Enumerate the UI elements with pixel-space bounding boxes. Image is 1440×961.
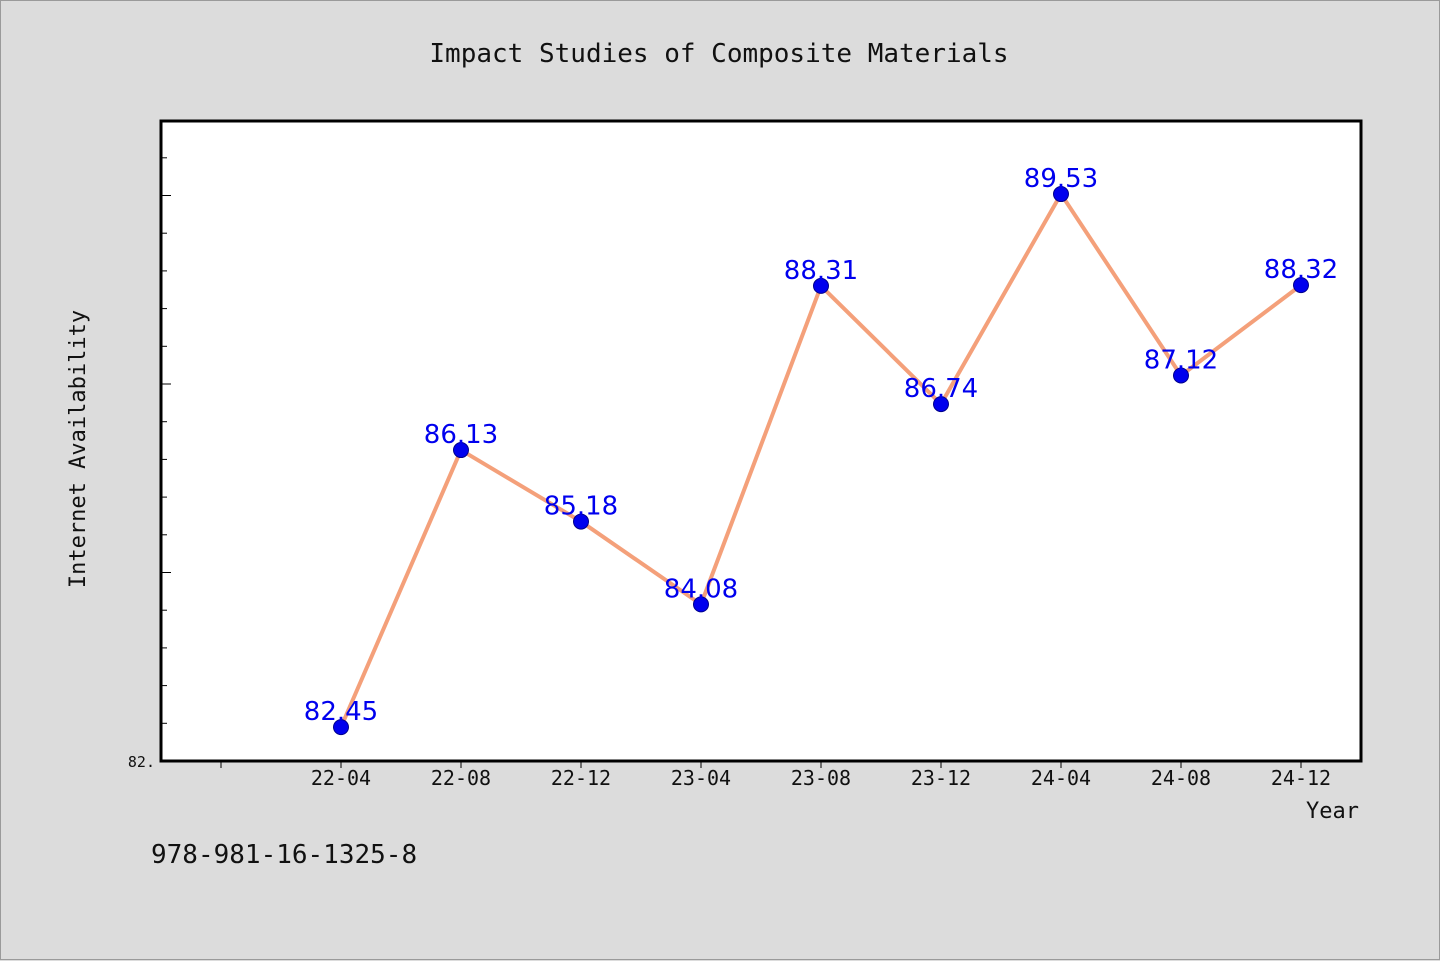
data-point: [693, 596, 709, 613]
data-point: [333, 719, 349, 736]
data-label: 85.18: [544, 492, 618, 522]
data-point: [1053, 186, 1069, 203]
data-label: 88.31: [784, 256, 858, 286]
x-tick-label: 24-04: [1031, 766, 1091, 790]
data-point: [813, 277, 829, 294]
data-label: 88.32: [1264, 255, 1338, 285]
x-tick-label: 22-04: [311, 766, 371, 790]
series-group: 82.45 86.13 85.18 84.08 88.31 86.74 89.53 87.12…: [304, 164, 1338, 736]
x-tick-label: 22-08: [431, 766, 491, 790]
data-label: 89.53: [1024, 164, 1098, 194]
x-tick-label: 24-12: [1271, 766, 1331, 790]
data-label: 86.13: [424, 420, 498, 450]
x-tick-label: 22-12: [551, 766, 611, 790]
x-tick-label: 23-04: [671, 766, 731, 790]
x-tick-label: 23-12: [911, 766, 971, 790]
x-tick-label: 24-08: [1151, 766, 1211, 790]
data-point: [573, 513, 589, 530]
data-label: 86.74: [904, 374, 978, 404]
x-axis-ticks: 22-04 22-08 22-12 23-04 23-08 23-12 24-04 24-08…: [220, 761, 1331, 790]
y-axis-min-label: 82.: [128, 753, 155, 771]
data-point: [453, 442, 469, 459]
data-point: [933, 396, 949, 413]
data-point: [1293, 277, 1309, 294]
data-label: 84.08: [664, 574, 738, 604]
data-label: 82.45: [304, 697, 378, 727]
y-axis-ticks: [161, 157, 171, 724]
isbn-footer: 978-981-16-1325-8: [151, 840, 417, 870]
y-axis-label: Internet Availability: [66, 310, 91, 588]
data-label: 87.12: [1144, 345, 1218, 375]
x-axis-label: Year: [1306, 799, 1359, 824]
data-point: [1173, 367, 1189, 384]
chart-title: Impact Studies of Composite Materials: [429, 39, 1008, 69]
x-tick-label: 23-08: [791, 766, 851, 790]
